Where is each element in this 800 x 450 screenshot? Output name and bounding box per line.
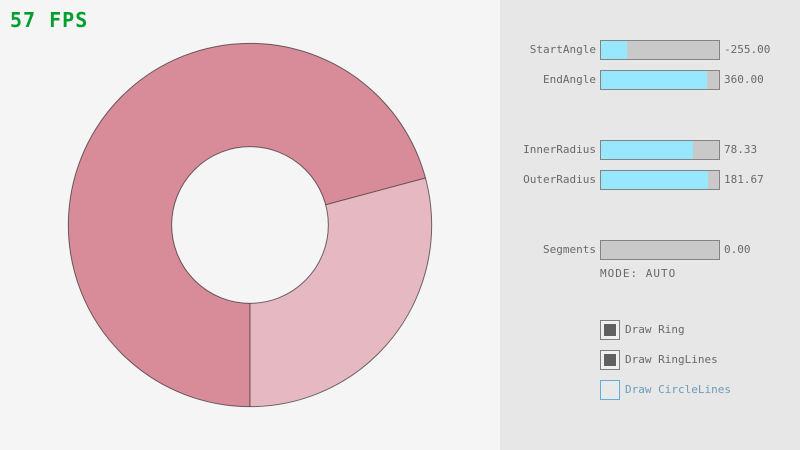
slider-value-end-angle: 360.00 — [724, 73, 764, 86]
slider-row-end-angle: EndAngle 360.00 — [500, 70, 800, 90]
ring-canvas — [67, 42, 433, 408]
slider-row-segments: Segments 0.00 — [500, 240, 800, 260]
slider-row-outer-radius: OuterRadius 181.67 — [500, 170, 800, 190]
slider-value-start-angle: -255.00 — [724, 43, 771, 56]
checkbox-label-draw-circlelines: Draw CircleLines — [625, 383, 731, 396]
checkbox-label-draw-ring: Draw Ring — [625, 323, 685, 336]
slider-label-inner-radius: InnerRadius — [523, 143, 596, 156]
ring-inner-line — [171, 146, 329, 304]
checkbox-row-draw-ring: Draw Ring — [500, 320, 800, 340]
slider-label-end-angle: EndAngle — [543, 73, 596, 86]
checkbox-draw-ringlines[interactable] — [600, 350, 620, 370]
slider-end-angle[interactable] — [600, 70, 720, 90]
checkbox-label-draw-ringlines: Draw RingLines — [625, 353, 718, 366]
mode-indicator: MODE: AUTO — [600, 267, 677, 280]
checkbox-check-mark — [604, 324, 616, 336]
slider-value-outer-radius: 181.67 — [724, 173, 764, 186]
checkbox-draw-circlelines[interactable] — [600, 380, 620, 400]
ring-overlap-segment — [68, 43, 426, 407]
slider-fill — [601, 41, 627, 59]
slider-outer-radius[interactable] — [600, 170, 720, 190]
slider-fill — [601, 71, 708, 89]
slider-row-start-angle: StartAngle -255.00 — [500, 40, 800, 60]
fps-counter: 57 FPS — [10, 8, 89, 32]
slider-label-start-angle: StartAngle — [529, 43, 596, 56]
slider-fill — [601, 141, 694, 159]
checkbox-row-draw-ringlines: Draw RingLines — [500, 350, 800, 370]
slider-value-segments: 0.00 — [724, 243, 751, 256]
control-panel: StartAngle -255.00 EndAngle 360.00 Inner… — [500, 0, 800, 450]
slider-label-outer-radius: OuterRadius — [523, 173, 596, 186]
slider-value-inner-radius: 78.33 — [724, 143, 758, 156]
checkbox-check-mark — [604, 354, 616, 366]
slider-inner-radius[interactable] — [600, 140, 720, 160]
slider-row-inner-radius: InnerRadius 78.33 — [500, 140, 800, 160]
ring-single-segment — [250, 177, 432, 407]
ring-outline-lines — [67, 42, 433, 408]
checkbox-row-draw-circlelines: Draw CircleLines — [500, 380, 800, 400]
slider-segments[interactable] — [600, 240, 720, 260]
slider-fill — [601, 171, 709, 189]
slider-start-angle[interactable] — [600, 40, 720, 60]
slider-label-segments: Segments — [543, 243, 596, 256]
ring-end-cap-line — [325, 177, 426, 206]
checkbox-draw-ring[interactable] — [600, 320, 620, 340]
